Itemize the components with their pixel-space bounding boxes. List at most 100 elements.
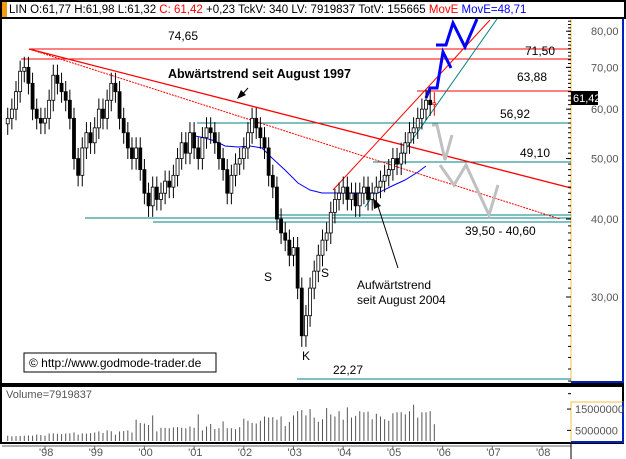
candle — [175, 158, 180, 176]
candle — [407, 132, 412, 144]
candle — [179, 142, 184, 159]
candle — [67, 99, 72, 119]
volume-label: Volume=7919837 — [6, 389, 92, 401]
moving-average-label-red: MovE — [428, 4, 459, 16]
x-tick-label: '05 — [387, 447, 401, 459]
candle — [163, 180, 168, 194]
candle — [217, 142, 221, 159]
y-tick-label: 60,00 — [591, 104, 619, 116]
x-tick-label: '06 — [437, 447, 451, 459]
candle — [34, 108, 39, 119]
candle — [109, 82, 114, 101]
uptrend-annotation-line2: seit August 2004 — [357, 293, 446, 307]
copyright-box — [23, 352, 217, 373]
candle — [349, 192, 354, 200]
projection-down-path-2 — [438, 161, 500, 220]
candle — [324, 232, 329, 241]
x-tick-label: '02 — [238, 447, 252, 459]
candle — [105, 99, 110, 119]
candle — [312, 270, 317, 289]
candle — [428, 99, 433, 106]
candle — [130, 147, 134, 159]
y-tick-label: 80,00 — [591, 26, 619, 38]
candle — [212, 132, 217, 144]
candle — [374, 186, 379, 194]
candle — [59, 82, 64, 93]
candle — [395, 158, 399, 165]
candle — [47, 99, 52, 119]
x-tick-label: '07 — [486, 447, 500, 459]
candle — [117, 91, 122, 119]
candle — [287, 239, 292, 256]
level-label: 74,65 — [168, 29, 198, 43]
candle — [279, 218, 283, 234]
uptrend-channel-upper — [332, 19, 491, 191]
candle — [26, 66, 31, 84]
candle — [51, 74, 56, 101]
projection-down-path — [432, 123, 454, 161]
candle — [208, 127, 213, 134]
candle — [320, 239, 325, 256]
candle — [295, 247, 300, 289]
candle — [188, 132, 192, 154]
candle — [38, 117, 43, 124]
candle — [14, 91, 18, 110]
last-volume: LV: 7919837 — [291, 4, 356, 16]
candle — [270, 174, 275, 188]
candle — [229, 174, 234, 194]
level-label: 39,50 - 40,60 — [465, 224, 536, 238]
candle — [200, 137, 205, 159]
uptrend-annotation-line1: Aufwärtstrend — [357, 278, 431, 292]
candle — [80, 147, 85, 176]
candle — [241, 147, 246, 159]
candle — [9, 108, 14, 119]
change-value: +0,23 — [205, 4, 236, 16]
candle — [382, 174, 387, 182]
downtrend-line — [28, 48, 572, 189]
candle — [121, 117, 126, 134]
x-tick-label: '03 — [288, 447, 302, 459]
moving-average-label-blue: MovE=48,71 — [461, 4, 527, 16]
close-value: C: 61,42 — [159, 4, 203, 16]
candle — [125, 132, 130, 149]
volume-tick-label: 15000000 — [575, 404, 624, 416]
candle — [154, 186, 159, 200]
candle — [250, 117, 254, 134]
candle — [171, 174, 176, 188]
candle — [266, 147, 271, 176]
y-tick-label: 50,00 — [591, 154, 619, 166]
moving-average-line — [194, 135, 427, 194]
total-volume: TotV: 155665 — [358, 4, 426, 16]
candle — [424, 99, 428, 110]
candle — [76, 158, 81, 176]
candle — [333, 199, 337, 213]
copyright-link[interactable]: © http://www.godmode-trader.de — [29, 356, 202, 370]
candle — [233, 163, 238, 176]
candle — [204, 127, 209, 139]
last-price-value: 61,42 — [573, 93, 601, 105]
candle — [18, 70, 23, 93]
candle — [411, 127, 416, 134]
candle — [378, 180, 383, 188]
candle — [353, 192, 358, 207]
candle — [299, 287, 304, 337]
candle — [150, 186, 155, 207]
high-value: H:61,98 — [74, 4, 115, 16]
candle — [362, 186, 366, 194]
downtrend-arrow-head — [237, 90, 246, 99]
candle — [328, 211, 333, 234]
candle — [246, 132, 250, 149]
candle — [5, 117, 10, 125]
candle — [304, 315, 308, 337]
candle — [72, 117, 76, 159]
downtrend-annotation: Abwärtstrend seit August 1997 — [168, 67, 351, 81]
candle — [291, 247, 296, 256]
candle — [96, 108, 101, 129]
level-label: 22,27 — [333, 363, 363, 377]
candle — [55, 74, 60, 84]
candle — [237, 158, 242, 165]
x-tick-label: '08 — [536, 447, 550, 459]
candle — [159, 192, 163, 200]
candle — [63, 91, 68, 101]
candle — [283, 232, 288, 241]
